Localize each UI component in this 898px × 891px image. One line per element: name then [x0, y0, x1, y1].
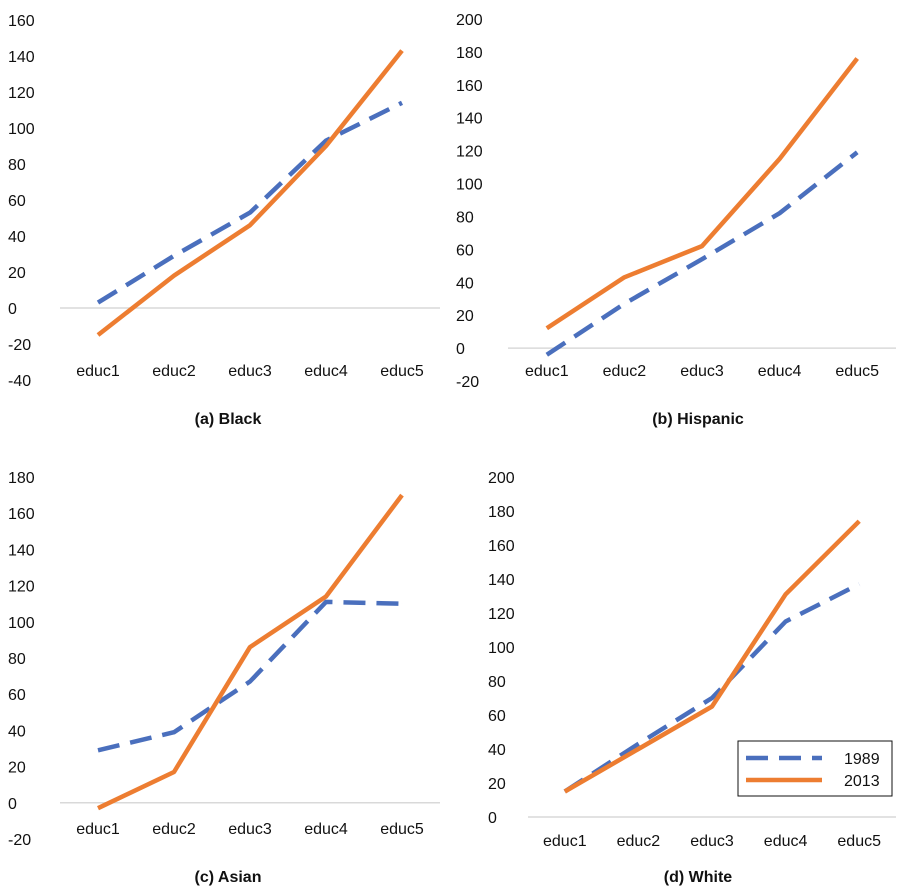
y-tick-label: 100: [488, 640, 515, 657]
y-tick-label: 140: [8, 49, 35, 66]
y-tick-label: 180: [456, 45, 483, 62]
y-tick-label: 120: [456, 144, 483, 161]
y-tick-label: 100: [8, 121, 35, 138]
y-tick-label: 200: [456, 12, 483, 29]
y-tick-label: 60: [8, 687, 26, 704]
x-tick-label: educ3: [228, 821, 272, 838]
chart-caption: (b) Hispanic: [652, 411, 744, 428]
x-tick-label: educ3: [228, 363, 272, 380]
y-tick-label: 120: [488, 606, 515, 623]
legend-box: [737, 740, 893, 797]
x-tick-label: educ5: [837, 833, 881, 850]
y-tick-label: -20: [8, 832, 31, 849]
series-line-1989: [97, 599, 403, 753]
x-tick-label: educ1: [525, 363, 569, 380]
x-tick-label: educ5: [380, 821, 424, 838]
x-tick-label: educ2: [152, 363, 196, 380]
y-tick-label: 120: [8, 85, 35, 102]
chart-caption: (d) White: [664, 869, 733, 886]
series-line-1989: [545, 150, 859, 357]
y-tick-label: 160: [8, 13, 35, 30]
y-tick-label: 120: [8, 579, 35, 596]
series-line-2013: [545, 57, 859, 331]
legend: 1989 2013: [737, 740, 893, 797]
chart-panel-3: -20 0 20 40 60 80 100 120 140 160 180 educ1 educ2 edu…: [8, 470, 440, 886]
y-tick-label: 20: [8, 760, 26, 777]
x-tick-label: educ2: [603, 363, 647, 380]
y-tick-label: 140: [456, 111, 483, 128]
y-tick-label: 0: [456, 341, 465, 358]
legend-label: 1989: [844, 751, 880, 768]
y-tick-label: 0: [488, 810, 497, 827]
x-tick-label: educ3: [680, 363, 724, 380]
y-tick-label: 140: [8, 542, 35, 559]
y-tick-label: 180: [8, 470, 35, 487]
y-tick-label: 40: [8, 723, 26, 740]
x-tick-label: educ2: [152, 821, 196, 838]
y-tick-label: 100: [8, 615, 35, 632]
x-tick-label: educ2: [617, 833, 661, 850]
y-tick-label: 60: [8, 193, 26, 210]
y-tick-label: 0: [8, 796, 17, 813]
chart-caption: (c) Asian: [195, 869, 262, 886]
y-tick-label: -20: [8, 337, 31, 354]
x-tick-label: educ4: [304, 363, 348, 380]
y-tick-label: 40: [488, 742, 506, 759]
series-line-2013: [97, 493, 404, 811]
x-tick-label: educ4: [304, 821, 348, 838]
x-tick-label: educ5: [380, 363, 424, 380]
y-tick-label: 20: [456, 308, 474, 325]
y-tick-label: 20: [488, 776, 506, 793]
chart-panel-4: 0 20 40 60 80 100 120 140 160 180 200 educ1 educ2 edu…: [488, 470, 896, 886]
y-tick-label: 20: [8, 265, 26, 282]
y-tick-label: 100: [456, 177, 483, 194]
y-tick-label: 60: [488, 708, 506, 725]
y-tick-label: -20: [456, 374, 479, 391]
y-tick-label: 180: [488, 504, 515, 521]
y-tick-label: 160: [488, 538, 515, 555]
y-tick-label: 80: [8, 157, 26, 174]
x-tick-label: educ4: [758, 363, 802, 380]
x-tick-label: educ4: [764, 833, 808, 850]
chart-panel-2: -20 0 20 40 60 80 100 120 140 160 180 200 educ1 educ2…: [456, 12, 896, 428]
x-tick-label: educ1: [543, 833, 587, 850]
x-tick-label: educ3: [690, 833, 734, 850]
chart-panel-1: -40 -20 0 20 40 60 80 100 120 140 160 educ1 educ2 edu…: [8, 13, 440, 428]
y-tick-label: 0: [8, 301, 17, 318]
chart-caption: (a) Black: [195, 411, 262, 428]
legend-label: 2013: [844, 773, 880, 790]
y-tick-label: 200: [488, 470, 515, 487]
y-tick-label: 40: [456, 275, 474, 292]
x-tick-label: educ5: [835, 363, 879, 380]
x-tick-label: educ1: [76, 821, 120, 838]
y-tick-label: 60: [456, 242, 474, 259]
series-line-2013: [96, 49, 404, 337]
y-tick-label: -40: [8, 373, 31, 390]
y-tick-label: 80: [488, 674, 506, 691]
y-tick-label: 40: [8, 229, 26, 246]
y-tick-label: 160: [456, 78, 483, 95]
series-line-1989: [96, 100, 404, 305]
y-tick-label: 80: [8, 651, 26, 668]
x-tick-label: educ1: [76, 363, 120, 380]
y-tick-label: 140: [488, 572, 515, 589]
y-tick-label: 80: [456, 209, 474, 226]
y-tick-label: 160: [8, 506, 35, 523]
